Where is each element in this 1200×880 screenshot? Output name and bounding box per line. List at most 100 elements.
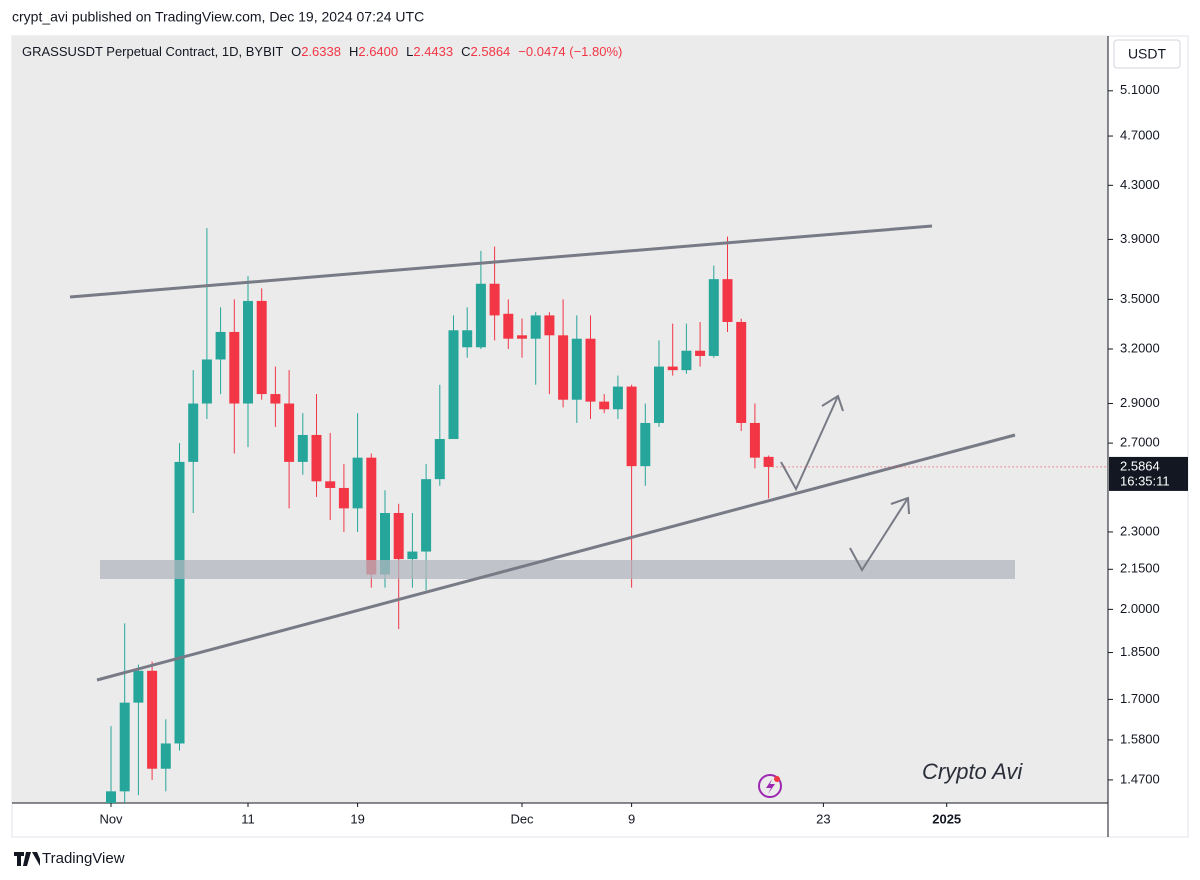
projection-arrow [780, 395, 839, 492]
arrow-head [890, 496, 910, 515]
y-tick-label: 3.2000 [1120, 340, 1160, 355]
candle-body [256, 300, 267, 395]
alert-icon[interactable] [758, 774, 782, 798]
candle-body [558, 335, 569, 400]
candle-body [612, 386, 623, 410]
candle-body [201, 359, 212, 404]
candle-body [736, 321, 747, 423]
candle-body [708, 279, 719, 356]
candle-body [681, 350, 692, 371]
x-tick-label: 11 [241, 811, 255, 826]
chart-header: GRASSUSDT Perpetual Contract, 1D, BYBIT O… [22, 44, 622, 59]
candle-body [174, 461, 185, 744]
candle-body [215, 331, 226, 360]
candle-body [421, 479, 432, 552]
candle-body [366, 457, 377, 575]
alert-icon-bolt [766, 779, 775, 794]
projection-arrow [849, 497, 909, 572]
candle-body [763, 456, 774, 467]
candle-body [270, 394, 281, 404]
candle-body [571, 338, 582, 400]
candle-body [147, 670, 158, 769]
ohlc-value: 2.6338 [301, 44, 341, 59]
candle-body [325, 481, 336, 488]
currency-button[interactable] [1113, 39, 1181, 69]
price-tag [1109, 456, 1188, 491]
candle-body [667, 366, 678, 371]
support-zone [100, 560, 1015, 579]
x-tick-label: 19 [350, 811, 364, 826]
candle-body [462, 330, 473, 348]
candle-body [749, 422, 760, 458]
y-tick-label: 2.9000 [1120, 395, 1160, 410]
ohlc-label: C [461, 44, 470, 59]
upper-trendline [69, 224, 933, 299]
arrow-head [821, 394, 844, 412]
candle-body [599, 401, 610, 410]
x-tick-label: 9 [628, 811, 635, 826]
candle-body [119, 702, 130, 792]
drawings [69, 224, 1016, 682]
ohlc-label: H [349, 44, 358, 59]
candle-body [133, 670, 144, 703]
y-tick-label: 1.8500 [1120, 644, 1160, 659]
candle-body [284, 403, 295, 462]
alert-dot [774, 776, 780, 782]
ohlc-label: L [406, 44, 413, 59]
y-tick-label: 3.5000 [1120, 291, 1160, 306]
countdown: 16:35:11 [1120, 473, 1170, 488]
y-tick-label: 1.4700 [1120, 771, 1160, 786]
brand-name: TradingView [42, 850, 125, 867]
candle-body [338, 487, 349, 509]
lower-trendline [96, 433, 1016, 682]
candle-body [585, 338, 596, 402]
candle-body [517, 335, 527, 339]
price-change: −0.0474 (−1.80%) [518, 44, 622, 59]
candle-body [475, 283, 486, 348]
candle-body [106, 791, 116, 803]
candle-body [722, 279, 733, 322]
candle-body [544, 315, 555, 336]
chart-title: GRASSUSDT Perpetual Contract, 1D, BYBIT [22, 44, 283, 59]
x-tick-label: Nov [99, 811, 123, 826]
candle-body [530, 315, 541, 339]
ohlc-label: O [291, 44, 301, 59]
currency-label[interactable]: USDT [1128, 46, 1167, 62]
y-tick-label: 5.1000 [1120, 82, 1160, 97]
x-tick-label: Dec [510, 811, 534, 826]
brand-logo [14, 852, 40, 866]
candle-body [188, 403, 199, 462]
watermark: Crypto Avi [922, 759, 1023, 784]
candle-body [626, 386, 637, 467]
candle-body [695, 350, 706, 356]
price-tag-value: 2.5864 [1120, 458, 1160, 473]
candle-body [243, 300, 253, 404]
y-tick-label: 2.1500 [1120, 561, 1160, 576]
y-tick-label: 4.7000 [1120, 127, 1160, 142]
y-tick-label: 2.7000 [1120, 435, 1160, 450]
y-tick-label: 1.7000 [1120, 691, 1160, 706]
candle-body [311, 434, 322, 482]
candle-body [489, 283, 500, 316]
candle-body [640, 422, 651, 467]
candles [106, 228, 774, 803]
candle-body [352, 457, 363, 509]
candle-body [434, 439, 445, 480]
ohlc-value: 2.4433 [413, 44, 453, 59]
candle-body [448, 330, 459, 440]
y-tick-label: 2.0000 [1120, 601, 1160, 616]
candle-body [297, 434, 308, 462]
y-tick-label: 4.3000 [1120, 177, 1160, 192]
y-tick-label: 3.9000 [1120, 231, 1160, 246]
candle-body [160, 743, 171, 769]
candle-body [229, 331, 240, 404]
x-tick-label: 23 [816, 811, 830, 826]
x-tick-label: 2025 [932, 811, 961, 826]
candle-body [654, 366, 664, 423]
candle-body [393, 512, 404, 560]
y-tick-label: 1.5800 [1120, 731, 1160, 746]
ohlc-value: 2.5864 [471, 44, 511, 59]
candle-body [503, 313, 514, 339]
y-tick-label: 2.3000 [1120, 523, 1160, 538]
